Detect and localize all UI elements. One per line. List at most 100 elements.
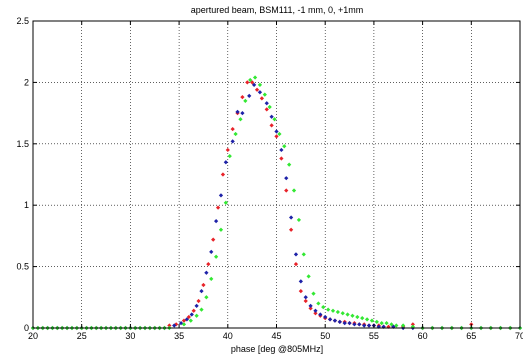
data-point-series-3 — [340, 311, 345, 316]
data-point-series-2 — [366, 323, 372, 328]
x-tick-label: 25 — [77, 331, 87, 341]
data-point-series-1 — [313, 311, 318, 316]
data-point-series-3 — [321, 305, 326, 310]
data-point-series-3 — [389, 322, 394, 327]
data-point-series-3 — [379, 320, 384, 326]
data-point-series-3 — [345, 312, 350, 317]
data-point-series-3 — [181, 322, 187, 327]
data-point-series-2 — [318, 312, 323, 317]
data-point-series-2 — [327, 317, 333, 322]
data-point-series-2 — [323, 314, 328, 320]
data-point-series-3 — [199, 307, 204, 312]
data-point-series-2 — [223, 160, 228, 165]
data-point-series-1 — [410, 322, 415, 327]
axis-ticks: 20 25 30 35 40 45 50 55 60 65 70 0 0.5 1 1.5 2 2.5 — [16, 16, 523, 341]
data-point-series-1 — [220, 172, 226, 177]
x-tick-label: 40 — [223, 331, 233, 341]
data-point-series-2 — [313, 308, 318, 313]
data-point-series-3 — [243, 98, 248, 103]
data-point-series-3 — [272, 117, 277, 122]
data-point-series-3 — [287, 162, 292, 167]
data-point-series-3 — [213, 254, 219, 259]
data-point-series-3 — [400, 323, 406, 328]
data-point-series-3 — [277, 131, 282, 137]
data-point-series-2 — [240, 110, 245, 116]
data-point-series-2 — [337, 319, 342, 324]
data-point-series-2 — [251, 82, 257, 87]
data-point-series-2 — [194, 303, 199, 309]
data-point-series-2 — [362, 323, 367, 328]
data-point-series-2 — [172, 323, 177, 328]
y-tick-label: 0 — [24, 323, 29, 333]
x-tick-label: 45 — [271, 331, 281, 341]
data-point-series-3 — [369, 318, 375, 323]
data-point-series-2 — [257, 90, 263, 95]
data-point-series-3 — [204, 295, 209, 300]
x-tick-label: 70 — [515, 331, 523, 341]
data-point-series-1 — [186, 314, 191, 320]
data-point-series-2 — [218, 193, 224, 198]
data-point-series-3 — [257, 82, 263, 87]
data-point-series-2 — [332, 318, 338, 323]
data-point-series-1 — [264, 107, 269, 112]
data-point-series-1 — [269, 123, 274, 128]
data-point-series-3 — [233, 131, 238, 137]
data-point-series-2 — [308, 303, 313, 309]
data-point-series-2 — [298, 279, 303, 284]
data-point-series-1 — [288, 227, 294, 232]
data-point-series-2 — [204, 270, 209, 275]
data-point-series-3 — [355, 314, 360, 320]
data-point-series-2 — [293, 252, 299, 257]
y-tick-label: 2 — [24, 77, 29, 87]
data-point-series-2 — [288, 215, 294, 220]
data-point-series-3 — [384, 320, 389, 326]
data-point-series-3 — [311, 291, 316, 296]
data-point-series-3 — [223, 200, 228, 205]
data-point-series-3 — [262, 92, 267, 97]
data-point-series-2 — [357, 322, 362, 327]
data-point-series-2 — [247, 93, 252, 99]
data-point-series-3 — [291, 188, 297, 193]
data-point-series-2 — [264, 101, 269, 106]
data-point-series-1 — [259, 96, 265, 101]
data-point-series-3 — [252, 75, 258, 80]
data-point-series-1 — [206, 262, 211, 267]
data-point-series-1 — [250, 80, 255, 85]
data-point-series-2 — [199, 289, 204, 294]
data-point-series-3 — [218, 227, 224, 232]
data-point-series-1 — [215, 205, 221, 210]
data-point-series-3 — [364, 317, 370, 322]
y-tick-label: 1.5 — [16, 139, 29, 149]
data-point-series-3 — [194, 313, 199, 318]
data-point-series-1 — [196, 298, 201, 304]
data-point-series-1 — [293, 262, 299, 267]
data-point-series-3 — [335, 309, 340, 315]
data-point-series-2 — [189, 312, 194, 317]
data-point-series-2 — [269, 114, 274, 119]
data-point-series-2 — [303, 295, 308, 300]
data-point-series-3 — [374, 319, 379, 324]
data-point-series-1 — [167, 323, 172, 328]
data-point-series-1 — [254, 87, 260, 92]
y-tick-label: 1 — [24, 200, 29, 210]
grid-lines — [33, 21, 520, 328]
y-tick-label: 2.5 — [16, 16, 29, 26]
data-point-series-1 — [284, 188, 289, 193]
data-point-series-3 — [326, 307, 331, 312]
data-point-series-1 — [298, 289, 303, 294]
data-point-series-2 — [184, 317, 190, 322]
data-point-series-2 — [352, 322, 357, 327]
x-tick-label: 60 — [418, 331, 428, 341]
data-point-series-3 — [350, 313, 355, 318]
chart-title: apertured beam, BSM111, -1 mm, 0, +1mm — [191, 5, 364, 15]
data-point-series-2 — [347, 320, 352, 326]
data-point-series-2 — [274, 129, 279, 134]
data-point-series-1 — [230, 126, 235, 132]
data-point-series-1 — [245, 80, 250, 85]
data-point-series-3 — [394, 323, 399, 328]
data-point-series-1 — [211, 237, 216, 242]
y-tick-label: 0.5 — [16, 262, 29, 272]
data-point-series-3 — [282, 144, 287, 149]
x-tick-label: 20 — [28, 331, 38, 341]
